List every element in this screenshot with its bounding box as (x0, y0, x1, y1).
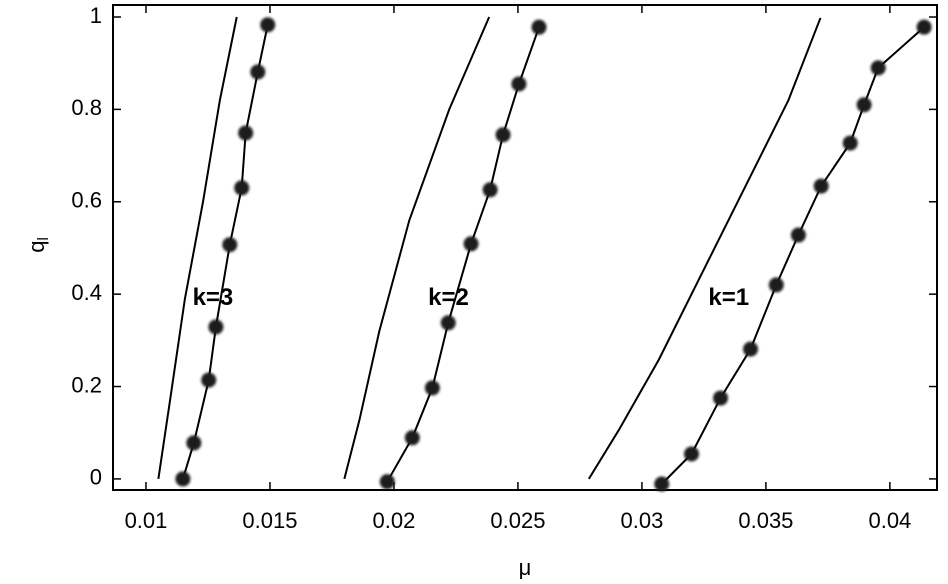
curve (386, 26, 540, 483)
y-tick-label: 1 (90, 3, 102, 28)
data-point (495, 127, 511, 143)
y-tick-label: 0.2 (71, 372, 102, 397)
y-axis-label-main: q (24, 241, 49, 253)
data-point (842, 135, 858, 151)
data-point (531, 19, 547, 35)
data-point (813, 178, 829, 194)
data-point (404, 430, 420, 446)
data-point (201, 372, 217, 388)
y-tick-label: 0 (90, 465, 102, 490)
x-tick-label: 0.04 (868, 508, 911, 533)
data-point (440, 315, 456, 331)
data-point (856, 97, 872, 113)
plot-frame (112, 4, 938, 491)
data-point (250, 64, 266, 80)
curve (661, 26, 925, 485)
x-tick-label: 0.02 (373, 508, 416, 533)
data-point (916, 19, 932, 35)
x-tick-label: 0.015 (242, 508, 297, 533)
y-axis-label-sub: l (35, 237, 52, 240)
data-point (870, 60, 886, 76)
data-point (790, 227, 806, 243)
x-tick-label: 0.03 (621, 508, 664, 533)
x-tick-label: 0.01 (125, 508, 168, 533)
data-point (175, 471, 191, 487)
data-point (511, 76, 527, 92)
data-point (260, 17, 276, 33)
x-axis-label: μ (519, 555, 532, 580)
data-point (222, 237, 238, 253)
y-tick-label: 0.8 (71, 95, 102, 120)
data-point (379, 474, 395, 490)
data-point (654, 476, 670, 492)
y-tick-label: 0.6 (71, 188, 102, 213)
data-point (713, 390, 729, 406)
curve (181, 24, 269, 480)
curve (587, 17, 822, 480)
x-tick-label: 0.025 (490, 508, 545, 533)
data-point (768, 277, 784, 293)
annotation: k=1 (708, 284, 749, 311)
y-tick-label: 0.4 (71, 280, 102, 305)
data-point (684, 446, 700, 462)
annotation: k=3 (193, 284, 234, 311)
data-point (234, 180, 250, 196)
data-point (238, 125, 254, 141)
annotation: k=2 (428, 284, 469, 311)
data-point (186, 435, 202, 451)
data-point (208, 319, 224, 335)
data-point (424, 380, 440, 396)
y-axis-label: ql (24, 237, 52, 253)
data-point (482, 182, 498, 198)
x-tick-label: 0.035 (738, 508, 793, 533)
data-point (743, 341, 759, 357)
curve (157, 16, 238, 480)
data-point (463, 236, 479, 252)
curve (343, 16, 491, 480)
